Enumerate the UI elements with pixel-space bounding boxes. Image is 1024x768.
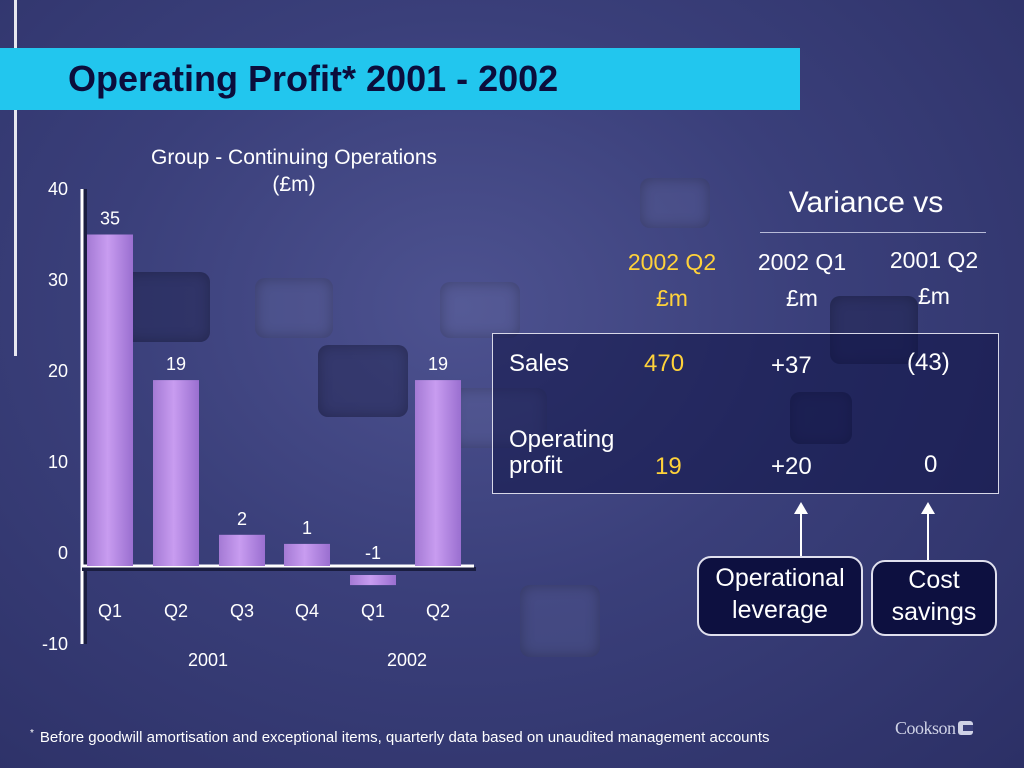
footnote-text: Before goodwill amortisation and excepti… [39, 729, 770, 746]
row-label-sales: Sales [509, 350, 570, 377]
sales-value-2002-q2: 470 [644, 350, 685, 377]
row-label-line1: Operating [509, 426, 615, 453]
year-group-label: 2001 [188, 650, 228, 670]
bar-data-label: 1 [302, 518, 312, 538]
background-tile [318, 345, 408, 417]
background-tile [440, 282, 520, 338]
column-header-2001-q2: 2001 Q2 £m [874, 242, 994, 314]
chart-title-line2: (£m) [272, 173, 316, 196]
year-group-label: 2002 [387, 650, 427, 670]
bar [87, 234, 133, 566]
title-bar [0, 48, 800, 110]
callout-line1: Cost [908, 566, 960, 594]
y-tick-label: 10 [48, 452, 68, 472]
arrow-shaft [927, 512, 929, 560]
x-tick-label: Q2 [426, 601, 450, 621]
bar-data-label: 19 [428, 354, 448, 374]
operating-profit-bar-chart: 40 30 20 10 0 -10 35 Q1 19 Q2 2 Q3 1 Q4 -1 Q1 19 Q2 2001 20… [42, 179, 476, 670]
logo-text: Cookson [895, 718, 956, 738]
arrow-up-icon [921, 502, 935, 514]
y-tick-label: 20 [48, 361, 68, 381]
arrow-up-icon [794, 502, 808, 514]
x-tick-label: Q4 [295, 601, 319, 621]
row-label-operating-profit: Operating profit [509, 427, 614, 479]
y-tick-label: -10 [42, 634, 68, 654]
bar-data-label: -1 [365, 543, 381, 563]
callout-cost-savings: Cost savings [871, 560, 997, 636]
callout-line2: savings [891, 598, 977, 626]
background-tile [255, 278, 333, 338]
column-header-line2: £m [656, 285, 688, 311]
x-tick-label: Q2 [164, 601, 188, 621]
page-title: Operating Profit* 2001 - 2002 [68, 58, 559, 99]
sales-variance-2002-q1: +37 [771, 352, 812, 379]
x-tick-label: Q1 [361, 601, 385, 621]
column-header-2002-q2: 2002 Q2 £m [612, 244, 732, 316]
variance-table [492, 333, 999, 494]
background-tile [520, 585, 600, 657]
cookson-logo: Cookson [895, 718, 973, 739]
callout-operational-leverage: Operational leverage [697, 556, 863, 636]
column-header-line2: £m [786, 285, 818, 311]
y-tick-label: 30 [48, 270, 68, 290]
y-tick-label: 40 [48, 179, 68, 199]
background-tile [120, 272, 210, 342]
bar [284, 543, 330, 566]
column-header-line1: 2001 Q2 [889, 247, 979, 273]
bar [415, 380, 461, 566]
column-header-2002-q1: 2002 Q1 £m [742, 244, 862, 316]
footnote: * Before goodwill amortisation and except… [30, 728, 770, 746]
callout-line1: Operational [715, 564, 845, 592]
variance-divider [760, 232, 986, 233]
y-tick-label: 0 [58, 543, 68, 563]
variance-heading: Variance vs [788, 186, 944, 219]
bar-data-label: 2 [237, 509, 247, 529]
row-label-line2: profit [509, 452, 563, 479]
bar-data-label: 35 [100, 209, 120, 229]
bar [350, 575, 396, 586]
logo-mark-icon [957, 721, 973, 735]
bar [153, 380, 199, 566]
chart-title-line1: Group - Continuing Operations [151, 146, 437, 169]
sales-variance-2001-q2: (43) [907, 349, 950, 376]
bar-data-label: 19 [166, 354, 186, 374]
column-header-line1: 2002 Q1 [757, 249, 847, 275]
decorative-vertical-line [14, 0, 17, 356]
x-tick-label: Q1 [98, 601, 122, 621]
profit-value-2002-q2: 19 [655, 453, 682, 480]
column-header-line2: £m [918, 283, 950, 309]
column-header-line1: 2002 Q2 [627, 249, 717, 275]
profit-variance-2002-q1: +20 [771, 453, 812, 480]
profit-variance-2001-q2: 0 [924, 451, 938, 478]
callout-line2: leverage [732, 596, 828, 624]
bar [219, 534, 265, 566]
x-tick-label: Q3 [230, 601, 254, 621]
footnote-marker: * [30, 728, 34, 739]
background-tile [640, 178, 710, 228]
chart-title: Group - Continuing Operations (£m) [96, 144, 492, 198]
arrow-shaft [800, 512, 802, 558]
